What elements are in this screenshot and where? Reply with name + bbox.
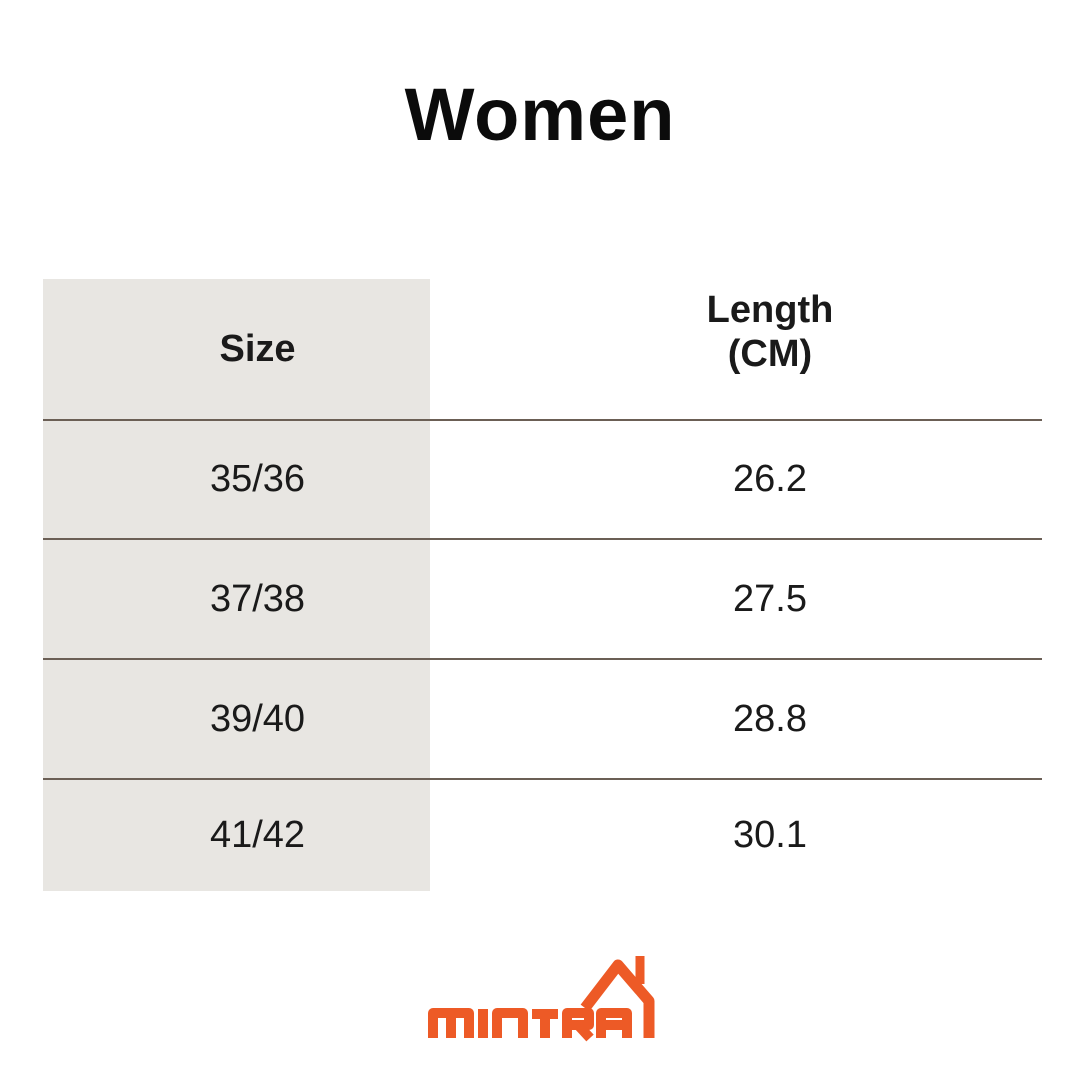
length-cell-row4: 30.1 bbox=[430, 778, 1042, 891]
size-value: 41/42 bbox=[209, 814, 306, 856]
length-header-line2: (CM) bbox=[727, 333, 813, 375]
letter-n bbox=[492, 1008, 528, 1038]
size-cell-row4: 41/42 bbox=[43, 778, 430, 891]
letter-m bbox=[428, 1008, 474, 1038]
size-cell-row3: 39/40 bbox=[43, 658, 430, 778]
letter-t bbox=[532, 1009, 558, 1038]
length-cell-row2: 27.5 bbox=[430, 538, 1042, 658]
letter-a bbox=[596, 1008, 632, 1038]
length-cell-row3: 28.8 bbox=[430, 658, 1042, 778]
length-cell-row1: 26.2 bbox=[430, 419, 1042, 538]
page-title: Women bbox=[404, 73, 676, 156]
size-table: Size Length (CM) 35/36 26.2 37/38 27.5 3… bbox=[43, 279, 1042, 891]
length-header-line1: Length bbox=[706, 289, 834, 331]
size-cell-row1: 35/36 bbox=[43, 419, 430, 538]
brand-logo bbox=[420, 948, 670, 1058]
mintra-logo-svg bbox=[428, 956, 655, 1042]
column-header-size-label: Size bbox=[219, 327, 296, 370]
length-value: 27.5 bbox=[733, 577, 807, 620]
length-value: 26.2 bbox=[733, 458, 807, 500]
size-value: 39/40 bbox=[209, 697, 306, 740]
column-header-length-label: Length (CM) bbox=[707, 288, 834, 376]
house-roof-icon bbox=[580, 959, 655, 1038]
size-value: 37/38 bbox=[209, 577, 306, 620]
length-value: 28.8 bbox=[733, 697, 807, 740]
letter-r bbox=[562, 1008, 594, 1042]
column-header-size: Size bbox=[43, 279, 430, 419]
length-value: 30.1 bbox=[733, 814, 807, 856]
size-cell-row2: 37/38 bbox=[43, 538, 430, 658]
size-value: 35/36 bbox=[209, 458, 306, 500]
column-header-length: Length (CM) bbox=[430, 279, 1042, 419]
